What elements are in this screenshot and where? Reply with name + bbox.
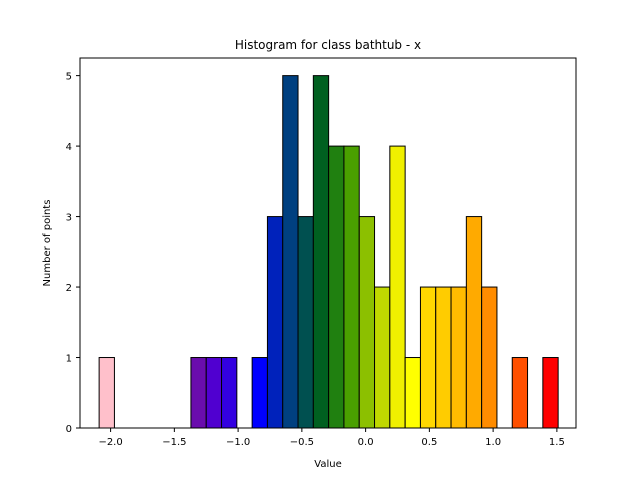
histogram-bar-6 xyxy=(282,75,299,429)
axes-layer: −2.0 −1.5 −1.0 −0.5 0.0 0.5 1.0 1.5 0 1 2 3 4 5 xyxy=(66,57,577,448)
histogram-bar-8 xyxy=(312,75,330,429)
y-tick-label: 4 xyxy=(66,142,72,153)
histogram-bar-1 xyxy=(190,357,207,429)
histogram-bar-11 xyxy=(358,216,376,429)
bars-layer xyxy=(98,75,559,429)
histogram-bar-19 xyxy=(481,286,498,429)
histogram-bar-7 xyxy=(297,216,314,429)
histogram-bar-17 xyxy=(450,286,467,429)
histogram-bar-15 xyxy=(419,286,437,429)
histogram-bar-10 xyxy=(343,145,360,429)
histogram-bar-9 xyxy=(328,145,345,429)
x-tick-label: 0.5 xyxy=(421,437,437,448)
histogram-bar-14 xyxy=(404,357,421,429)
histogram-bar-12 xyxy=(374,286,391,429)
histogram-bar-20 xyxy=(511,357,529,429)
x-tick-label: −1.5 xyxy=(162,437,186,448)
histogram-bar-0 xyxy=(98,357,115,429)
y-tick-label: 3 xyxy=(66,213,72,224)
histogram-bar-2 xyxy=(205,357,223,429)
y-tick-label: 1 xyxy=(66,354,72,365)
chart-title: Histogram for class bathtub - x xyxy=(235,38,421,52)
x-tick-label: −0.5 xyxy=(290,437,314,448)
x-tick-label: 0.0 xyxy=(358,437,374,448)
y-axis-label: Number of points xyxy=(42,200,53,287)
x-tick-label: 1.0 xyxy=(485,437,501,448)
histogram-bar-21 xyxy=(542,357,559,429)
histogram-bar-4 xyxy=(251,357,268,429)
y-tick-label: 5 xyxy=(66,72,72,83)
y-tick-label: 2 xyxy=(66,283,72,294)
histogram-bar-13 xyxy=(389,145,406,429)
plot-frame xyxy=(79,57,577,429)
y-tick-label: 0 xyxy=(66,424,72,435)
x-axis-label: Value xyxy=(314,459,341,470)
x-tick-label: −1.0 xyxy=(226,437,250,448)
histogram-bar-16 xyxy=(435,286,452,429)
histogram-bar-3 xyxy=(221,357,238,429)
histogram-bar-18 xyxy=(465,216,483,429)
x-tick-label: −2.0 xyxy=(98,437,122,448)
histogram-bar-5 xyxy=(266,216,284,429)
x-tick-label: 1.5 xyxy=(549,437,565,448)
